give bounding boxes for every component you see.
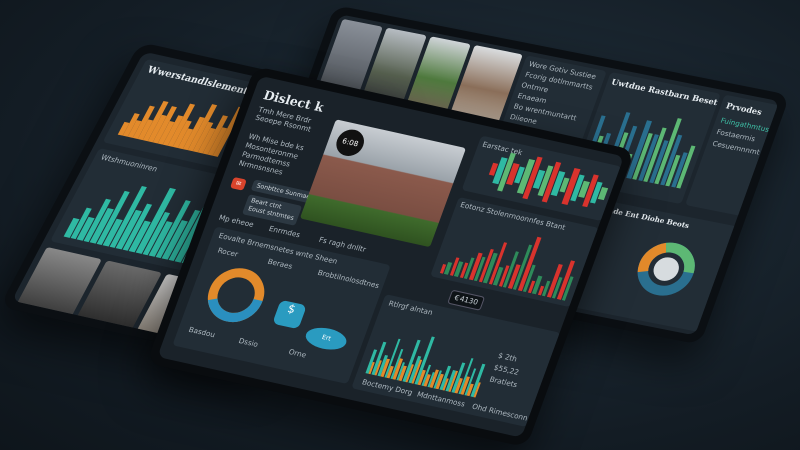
donut-segment-orange: [637, 242, 695, 296]
pie-label: Orne: [287, 347, 308, 360]
back-tablet: Wore Gotiv Sustiee Fcorig dotlmmartts Ontm…: [245, 5, 791, 345]
currency-shape: $: [272, 299, 307, 330]
status-item[interactable]: Mp eheoe: [217, 213, 255, 230]
pie-panel: Eovalte Brnemsnetes wnte Sheen $ Ert Roc…: [172, 226, 391, 385]
combo-chart-panel: Rtlrgf alntan $ 2th $55,22 Bratlets Boctem…: [351, 294, 561, 427]
stat-value: $ 2th: [496, 351, 519, 364]
currency-symbol: $: [285, 301, 298, 317]
stat-value: Bratlets: [488, 375, 519, 390]
time-badge-text: 6:08: [340, 137, 360, 149]
waveform-chart: [483, 148, 613, 215]
time-badge: 6:08: [332, 127, 368, 159]
side-panel-title: Prvodes: [724, 100, 764, 117]
alert-button[interactable]: ✉: [229, 176, 247, 191]
center-tablet: Dislect k Tmh Mere Brdr Seoepe Rsonmt Wh…: [146, 66, 635, 448]
pie-label: Rocer: [216, 246, 240, 259]
cylinder-label: Ert: [320, 333, 332, 343]
ring-chart: [207, 268, 265, 323]
pie-label: Beraes: [266, 257, 294, 271]
pie-label: Dssio: [237, 336, 260, 349]
back-tablet-screen: Wore Gotiv Sustiee Fcorig dotlmmartts Ontm…: [255, 14, 780, 336]
right-donut-panel: Conde Ent Diohe Beots: [557, 198, 740, 333]
house-photo[interactable]: 6:08: [299, 119, 467, 248]
stat-value: $55,22: [492, 363, 520, 377]
cylinder-shape: Ert: [302, 324, 350, 354]
pie-label: Basdou: [187, 325, 217, 340]
pie-label: Brobtilnolosdtnes: [316, 268, 381, 291]
status-item[interactable]: Enrmdes: [267, 224, 302, 240]
price-box[interactable]: € 4130: [447, 289, 486, 311]
donut-segment-green: [637, 242, 695, 296]
center-tablet-screen: Dislect k Tmh Mere Brdr Seoepe Rsonmt Wh…: [157, 75, 625, 438]
center-description: Wh Mise bde ks Mosonteronme Parmodtemss …: [237, 132, 306, 177]
donut-chart: [637, 242, 695, 296]
legend-item: Ohd Rimesconn al: [470, 402, 538, 425]
